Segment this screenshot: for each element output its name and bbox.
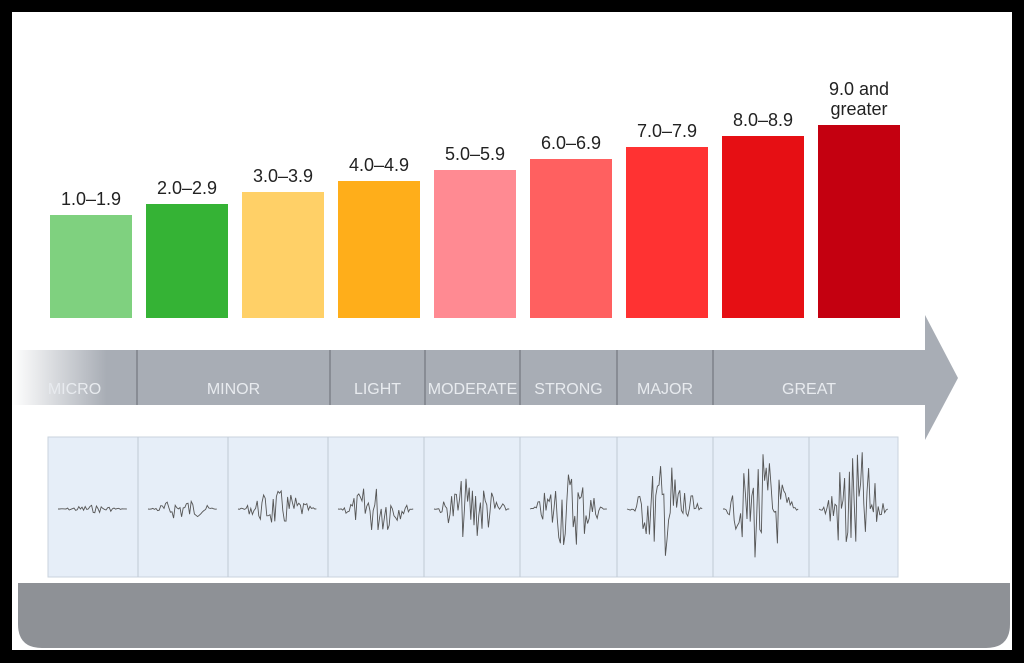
scale-arrow <box>12 315 958 440</box>
class-label: STRONG <box>534 381 603 398</box>
seismogram-trace <box>237 489 317 523</box>
magnitude-bar <box>818 124 900 318</box>
class-label: MINOR <box>206 381 261 398</box>
base-platform <box>18 583 1010 648</box>
class-label: MAJOR <box>637 381 693 398</box>
magnitude-label: 2.0–2.9 <box>156 177 218 198</box>
seismogram-trace <box>818 452 889 542</box>
infographic: 1.0–1.9 2.0–2.9 3.0–3.9 4.0–4.9 5.0–5.9 6.0–6… <box>12 12 1012 650</box>
magnitude-label: 3.0–3.9 <box>252 166 314 187</box>
seismogram-trace <box>529 474 607 545</box>
magnitude-bar <box>50 215 132 318</box>
magnitude-bar <box>146 203 228 318</box>
class-label: LIGHT <box>353 381 402 398</box>
magnitude-label: 1.0–1.9 <box>60 189 122 209</box>
magnitude-bar <box>530 158 612 318</box>
seismogram-trace <box>337 488 414 531</box>
magnitude-label: 4.0–4.9 <box>348 155 410 176</box>
seismogram-trace <box>58 504 127 514</box>
graphics <box>12 315 1010 648</box>
magnitude-bar <box>626 147 708 318</box>
magnitude-label: 9.0 and greater <box>828 78 890 119</box>
magnitude-bar <box>242 192 324 318</box>
seismogram-trace <box>722 454 799 558</box>
magnitude-bar <box>722 135 804 318</box>
magnitude-label: 5.0–5.9 <box>444 143 506 164</box>
seismogram-trace <box>626 466 703 556</box>
class-label: MODERATE <box>427 381 518 398</box>
magnitude-label: 6.0–6.9 <box>540 132 602 153</box>
seismogram-trace <box>433 478 510 538</box>
magnitude-bar <box>338 181 420 318</box>
magnitude-bar <box>434 169 516 318</box>
magnitude-label: 8.0–8.9 <box>732 109 794 130</box>
class-label: GREAT <box>782 381 836 398</box>
class-label: MICRO <box>47 381 102 398</box>
magnitude-label: 7.0–7.9 <box>636 121 698 142</box>
seismogram-trace <box>147 499 217 519</box>
